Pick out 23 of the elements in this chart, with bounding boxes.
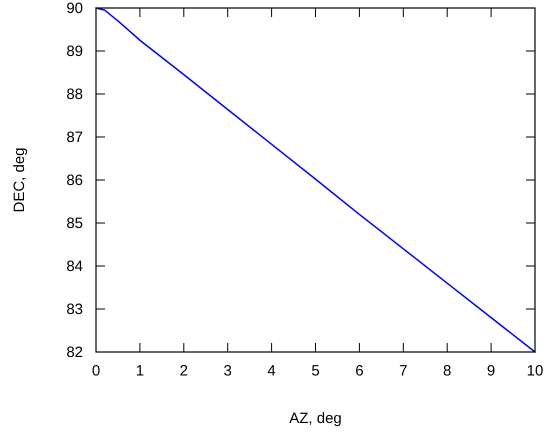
y-tick-label: 90: [66, 0, 83, 17]
y-tick-label: 86: [66, 172, 83, 189]
x-tick-label: 7: [399, 362, 408, 380]
x-tick-label: 8: [443, 362, 452, 380]
x-tick-label: 1: [136, 362, 144, 380]
x-tick-label: 6: [355, 362, 364, 380]
x-tick-label: 2: [180, 362, 188, 380]
y-axis-title: DEC, deg: [11, 147, 28, 213]
x-tick-label: 0: [92, 362, 100, 380]
y-tick-label: 83: [66, 300, 83, 318]
y-tick-label: 84: [66, 258, 83, 275]
line-series: [95, 7, 536, 353]
y-tick-label: 87: [66, 128, 83, 146]
x-tick-label: 3: [224, 362, 232, 380]
x-tick-label: 5: [311, 362, 320, 380]
y-tick-label: 89: [66, 42, 83, 60]
x-tick-label: 4: [267, 362, 276, 380]
x-tick-label: 9: [486, 362, 496, 380]
y-tick-label: 88: [66, 86, 83, 103]
y-tick-label: 82: [66, 344, 83, 361]
y-tick-label: 85: [66, 214, 83, 232]
x-axis-title: AZ, deg: [289, 410, 342, 427]
x-tick-label: 10: [526, 362, 544, 380]
